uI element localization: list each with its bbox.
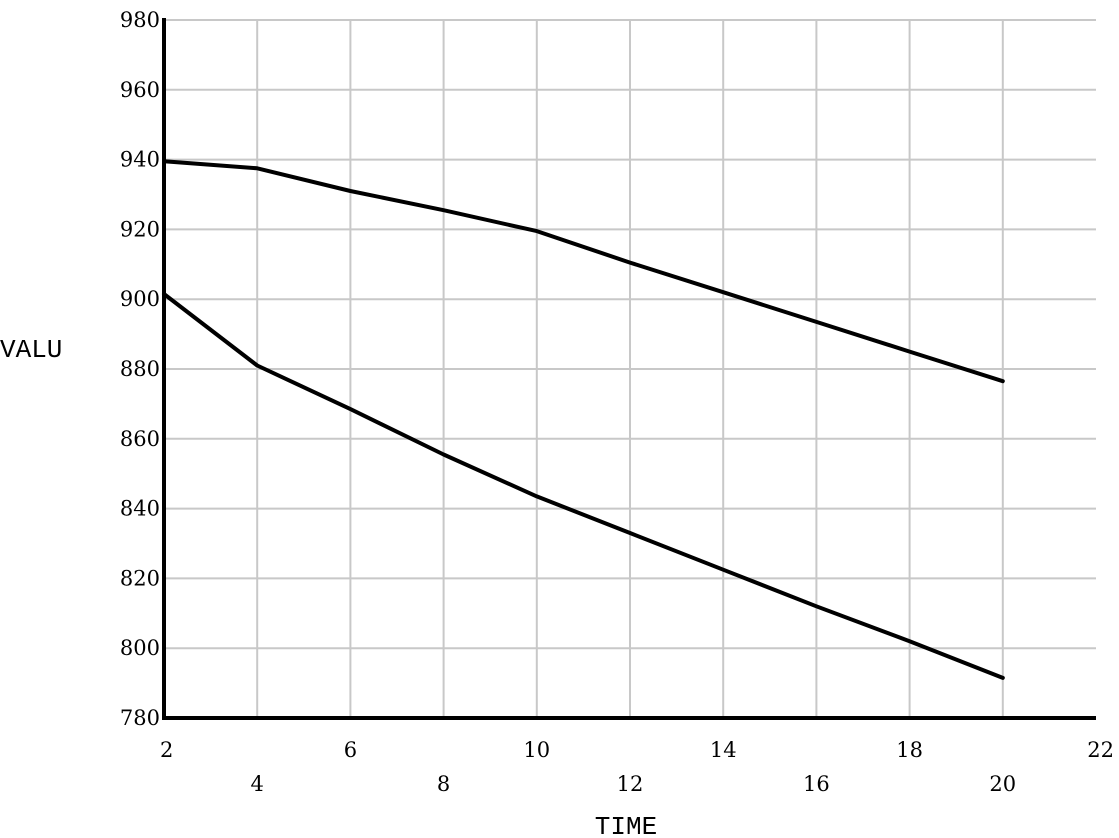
x-tick-label-5: 12 <box>617 772 644 796</box>
y-tick-label-0: 780 <box>120 706 160 730</box>
x-tick-label-4: 10 <box>523 738 550 762</box>
y-tick-label-3: 840 <box>120 497 160 521</box>
x-tick-label-7: 16 <box>803 772 830 796</box>
x-tick-label-8: 18 <box>896 738 923 762</box>
y-tick-label-4: 860 <box>120 427 160 451</box>
y-tick-label-8: 940 <box>120 148 160 172</box>
x-tick-label-9: 20 <box>989 772 1016 796</box>
x-tick-label-10: 22 <box>1087 738 1114 762</box>
x-tick-label-3: 8 <box>437 772 450 796</box>
y-tick-label-2: 820 <box>120 566 160 590</box>
axes <box>162 18 1096 720</box>
x-axis-title: TIME <box>595 812 657 838</box>
y-tick-label-10: 980 <box>120 8 160 32</box>
x-tick-label-1: 4 <box>251 772 264 796</box>
y-tick-label-9: 960 <box>120 78 160 102</box>
y-axis-title: VALU <box>0 335 62 365</box>
series-group <box>162 159 1005 680</box>
x-tick-label-6: 14 <box>710 738 737 762</box>
y-tick-label-6: 900 <box>120 287 160 311</box>
x-tick-label-0: 2 <box>160 738 173 762</box>
tick-labels: 780 800 820 840 860 880 900 920 940 960 980 2 4 6 8 10 1… <box>120 8 1114 796</box>
y-tick-label-7: 920 <box>120 217 160 241</box>
y-tick-label-5: 880 <box>120 357 160 381</box>
grid <box>164 19 1096 718</box>
series-line-2 <box>162 292 1005 680</box>
y-tick-label-1: 800 <box>120 636 160 660</box>
x-tick-label-2: 6 <box>344 738 357 762</box>
series-line-1 <box>162 159 1005 384</box>
